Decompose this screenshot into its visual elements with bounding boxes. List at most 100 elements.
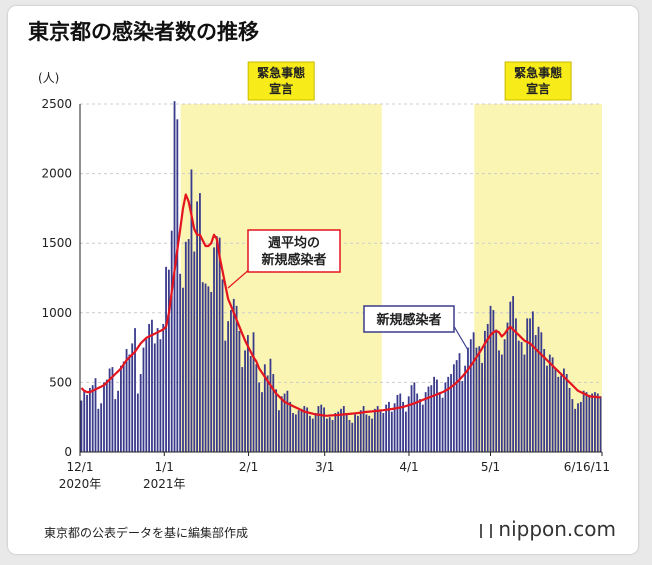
daily-cases-bar: [153, 343, 156, 452]
weekly-avg-callout-text: 週平均の: [268, 235, 320, 251]
daily-cases-bar: [402, 401, 404, 452]
daily-cases-bar: [563, 368, 565, 452]
daily-cases-bar: [80, 400, 83, 452]
daily-cases-bar: [283, 393, 286, 452]
daily-cases-bar: [371, 418, 373, 452]
daily-cases-bar: [385, 404, 388, 452]
y-tick-label: 2000: [41, 167, 72, 181]
daily-cases-bar: [396, 394, 399, 452]
daily-cases-bar: [151, 319, 153, 452]
emergency-label-box: [504, 61, 572, 101]
daily-cases-bar: [444, 382, 447, 452]
daily-cases-bar: [139, 374, 142, 452]
daily-cases-bar: [368, 415, 371, 452]
daily-cases-bar: [94, 378, 97, 452]
daily-cases-bar: [543, 348, 546, 452]
daily-cases-bar: [410, 385, 413, 452]
daily-cases-bar: [199, 193, 201, 452]
daily-cases-bar: [498, 350, 500, 452]
y-tick-label: 500: [49, 375, 72, 389]
daily-cases-bar: [317, 406, 320, 452]
daily-cases-bar: [303, 406, 306, 452]
daily-cases-bar: [421, 404, 424, 452]
daily-cases-bar: [325, 418, 328, 452]
daily-cases-bar: [438, 392, 441, 452]
daily-cases-bar: [289, 401, 292, 452]
daily-cases-bar: [427, 386, 430, 452]
daily-cases-bar: [232, 298, 235, 452]
daily-cases-bar: [275, 389, 278, 452]
daily-cases-bar: [407, 396, 410, 452]
daily-cases-bar: [252, 332, 255, 452]
daily-cases-bar: [249, 355, 252, 452]
source-note: 東京都の公表データを基に編集部作成: [44, 526, 249, 540]
daily-cases-bar: [565, 374, 568, 452]
daily-cases-bar: [337, 411, 340, 452]
daily-cases-bar: [227, 321, 230, 452]
daily-cases-bar: [218, 237, 221, 452]
daily-cases-bar: [128, 354, 131, 452]
daily-cases-bar: [258, 382, 261, 452]
daily-cases-bar: [483, 330, 486, 452]
daily-cases-bar: [373, 408, 376, 452]
x-tick-sublabel: 2020年: [59, 477, 102, 491]
daily-cases-bar: [230, 310, 232, 452]
daily-cases-bar: [345, 414, 348, 452]
daily-cases-bar: [294, 414, 297, 452]
daily-cases-bar: [568, 387, 571, 452]
x-tick-label: 4/1: [399, 460, 418, 474]
x-tick-label: 12/1: [67, 460, 94, 474]
daily-cases-bar: [393, 403, 396, 452]
daily-cases-bar: [515, 318, 517, 452]
chart-title: 東京都の感染者数の推移: [28, 20, 259, 44]
daily-cases-bar: [105, 379, 108, 452]
daily-cases-bar: [314, 413, 317, 452]
daily-cases-bar: [517, 340, 520, 452]
daily-cases-bar: [145, 339, 148, 452]
daily-cases-bar: [131, 343, 134, 452]
x-tick-sublabel: 2021年: [143, 477, 186, 491]
daily-cases-bar: [142, 347, 145, 452]
daily-cases-bar: [266, 375, 269, 452]
daily-cases-bar: [300, 408, 303, 452]
daily-cases-bar: [86, 394, 88, 452]
daily-cases-bar: [235, 305, 238, 452]
y-tick-label: 0: [64, 445, 72, 459]
daily-cases-bar: [596, 393, 599, 452]
brand-text: nippon.com: [498, 517, 616, 541]
daily-cases-bar: [582, 390, 585, 452]
daily-cases-bar: [120, 365, 122, 452]
daily-cases-bar: [526, 318, 529, 452]
x-tick-label: 2/1: [239, 460, 258, 474]
weekly-average-line: [80, 193, 601, 417]
daily-cases-bar: [148, 323, 151, 452]
daily-cases-bar: [447, 376, 450, 452]
daily-cases-bar: [503, 339, 506, 452]
daily-cases-bar: [354, 414, 357, 452]
daily-cases-bar: [88, 387, 91, 452]
emergency-label-text: 緊急事態: [257, 65, 305, 80]
daily-cases-bar: [170, 230, 173, 452]
daily-cases-bar: [388, 401, 390, 452]
daily-cases-bar: [167, 269, 170, 452]
daily-cases-bar: [292, 413, 294, 452]
daily-cases-bar: [351, 422, 354, 452]
daily-cases-bar: [224, 340, 227, 452]
daily-cases-bar: [103, 382, 105, 452]
daily-cases-bar: [537, 326, 540, 452]
y-tick-label: 1000: [41, 306, 72, 320]
daily-cases-bar: [309, 415, 311, 452]
daily-cases-bar: [359, 410, 362, 452]
daily-cases-bar: [100, 403, 103, 452]
daily-cases-bar: [238, 330, 241, 452]
daily-cases-bar: [441, 397, 444, 452]
x-tick-label: 3/1: [315, 460, 334, 474]
daily-cases-callout-text: 新規感染者: [376, 312, 441, 328]
daily-cases-bar: [430, 385, 433, 452]
daily-cases-bar: [348, 419, 351, 452]
daily-cases-bar: [585, 392, 588, 452]
daily-cases-bar: [588, 394, 591, 452]
daily-cases-bar: [540, 332, 543, 452]
daily-cases-bar: [311, 418, 314, 452]
daily-cases-bar: [531, 311, 534, 452]
